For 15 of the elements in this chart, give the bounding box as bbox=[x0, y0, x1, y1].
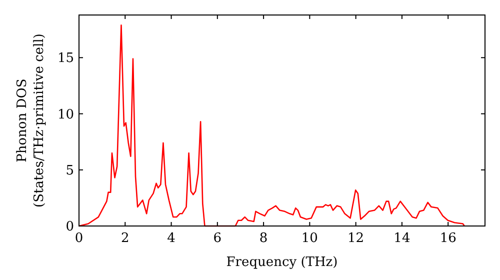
x-tick-label: 8 bbox=[259, 231, 268, 246]
y-tick-label: 15 bbox=[57, 51, 74, 66]
x-tick-label: 12 bbox=[348, 231, 364, 246]
x-tick-label: 2 bbox=[120, 231, 130, 246]
y-tick-label: 10 bbox=[57, 107, 74, 122]
x-tick-label: 16 bbox=[440, 231, 456, 246]
y-tick-label: 5 bbox=[66, 163, 74, 178]
line-series bbox=[78, 24, 466, 227]
x-tick-label: 14 bbox=[394, 231, 410, 246]
y-tick-label: 0 bbox=[66, 220, 74, 235]
x-tick-label: 10 bbox=[301, 231, 318, 246]
y-axis-title: Phonon DOS (States/THz·primitive cell) bbox=[15, 33, 47, 208]
x-tick-label: 6 bbox=[213, 231, 222, 246]
x-axis-title: Frequency (THz) bbox=[226, 255, 338, 270]
x-tick-label: 4 bbox=[167, 231, 176, 246]
